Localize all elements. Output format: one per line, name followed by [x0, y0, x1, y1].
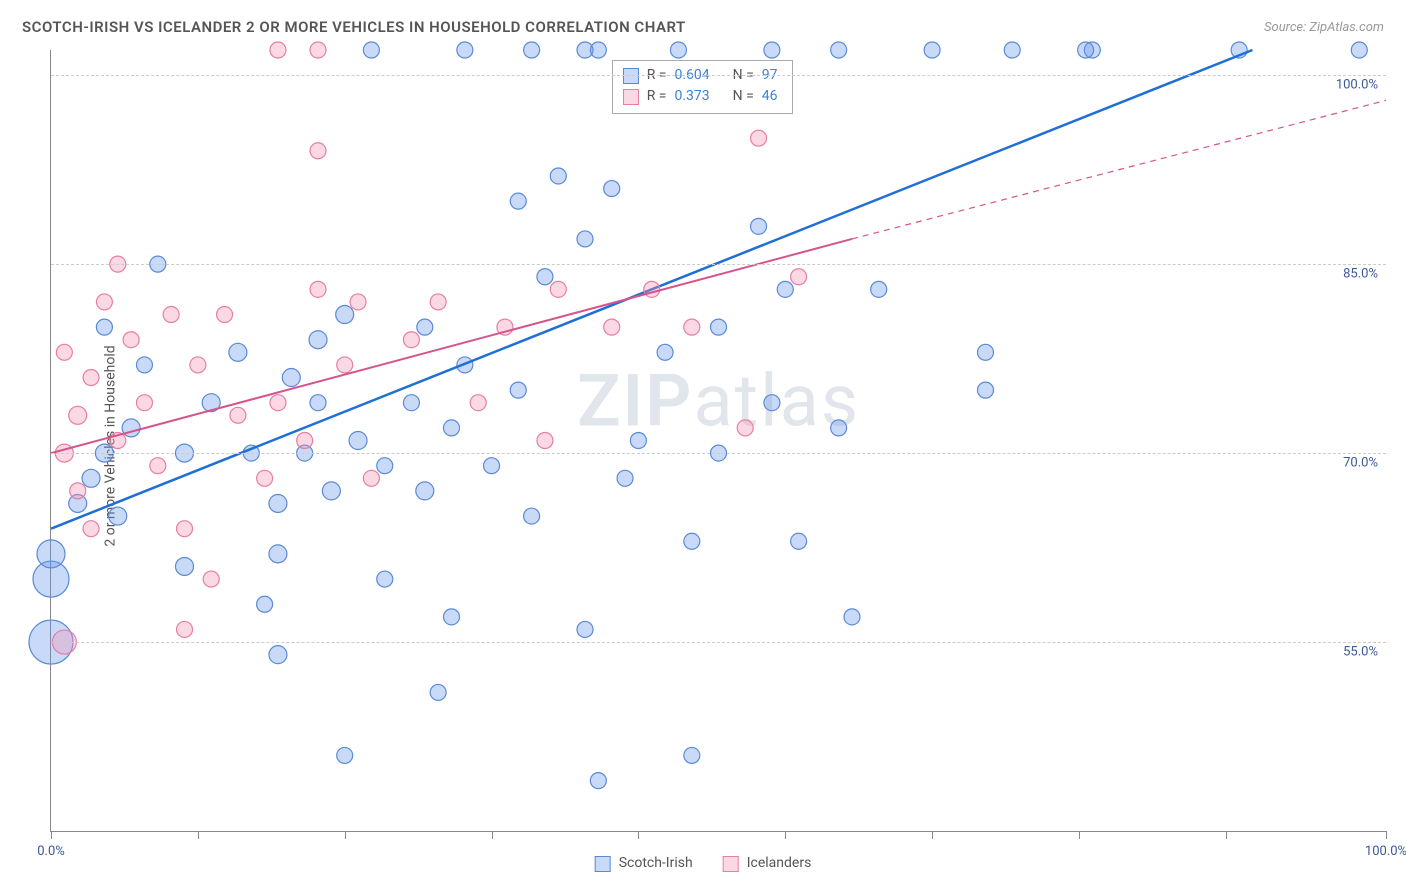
- chart-plot-area: ZIPatlas R = 0.604 N = 97 R = 0.373 N = …: [50, 50, 1386, 832]
- legend-item-icelanders: Icelanders: [723, 853, 812, 874]
- y-tick-label: 55.0%: [1343, 645, 1378, 660]
- x-tick-label: 0.0%: [37, 844, 65, 859]
- scatter-svg: [51, 50, 1386, 831]
- swatch-icon: [595, 856, 611, 872]
- swatch-icon: [723, 856, 739, 872]
- legend-item-scotch-irish: Scotch-Irish: [595, 853, 693, 874]
- y-tick-label: 100.0%: [1336, 78, 1378, 93]
- chart-title: SCOTCH-IRISH VS ICELANDER 2 OR MORE VEHI…: [22, 18, 686, 36]
- swatch-icon: [623, 89, 639, 105]
- series-legend: Scotch-Irish Icelanders: [595, 853, 812, 874]
- source-label: Source: ZipAtlas.com: [1264, 20, 1384, 35]
- y-tick-label: 85.0%: [1343, 267, 1378, 282]
- x-tick-label: 100.0%: [1365, 844, 1406, 859]
- stats-legend: R = 0.604 N = 97 R = 0.373 N = 46: [612, 60, 793, 114]
- header: SCOTCH-IRISH VS ICELANDER 2 OR MORE VEHI…: [22, 18, 1384, 36]
- stats-row-icelanders: R = 0.373 N = 46: [623, 86, 778, 107]
- y-tick-label: 70.0%: [1343, 456, 1378, 471]
